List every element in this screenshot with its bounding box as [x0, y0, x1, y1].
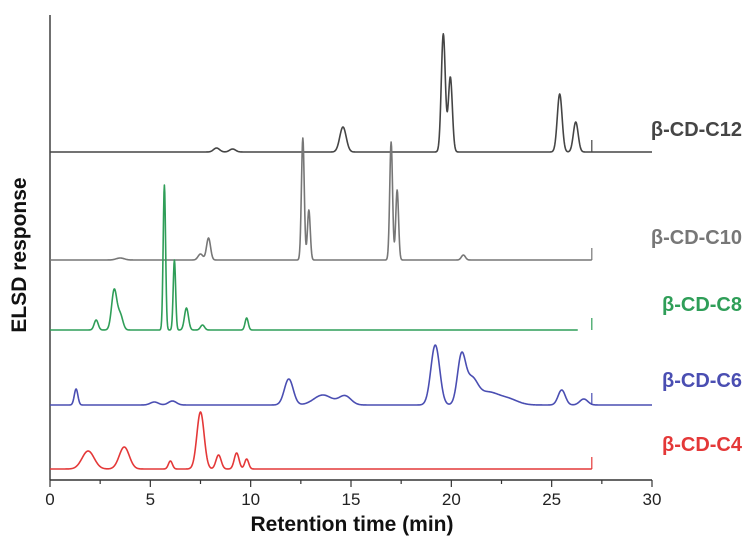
x-tick-label: 20	[442, 490, 461, 509]
x-tick-label: 10	[241, 490, 260, 509]
x-tick-label: 0	[45, 490, 54, 509]
series-label: β-CD-C12	[651, 119, 742, 141]
x-tick-label: 25	[542, 490, 561, 509]
series-label: β-CD-C10	[651, 227, 742, 249]
series-label: β-CD-C4	[662, 434, 743, 456]
series-label: β-CD-C8	[662, 294, 742, 316]
x-tick-label: 30	[643, 490, 662, 509]
trace-line	[49, 344, 653, 406]
trace-line	[49, 184, 579, 331]
trace-line	[49, 411, 593, 470]
trace-line	[49, 137, 593, 261]
x-axis-ticks: 0 5 10 15 20 25 30	[45, 480, 661, 509]
x-tick-label: 15	[342, 490, 361, 509]
x-axis-title: Retention time (min)	[251, 513, 454, 536]
series-label: β-CD-C6	[662, 370, 742, 392]
y-axis-title: ELSD response	[8, 177, 31, 332]
series-labels: β-CD-C12 β-CD-C10 β-CD-C8 β-CD-C6 β-CD-C4	[651, 119, 743, 456]
trace-line	[49, 33, 653, 153]
x-tick-label: 5	[146, 490, 155, 509]
trace-group	[49, 33, 653, 470]
